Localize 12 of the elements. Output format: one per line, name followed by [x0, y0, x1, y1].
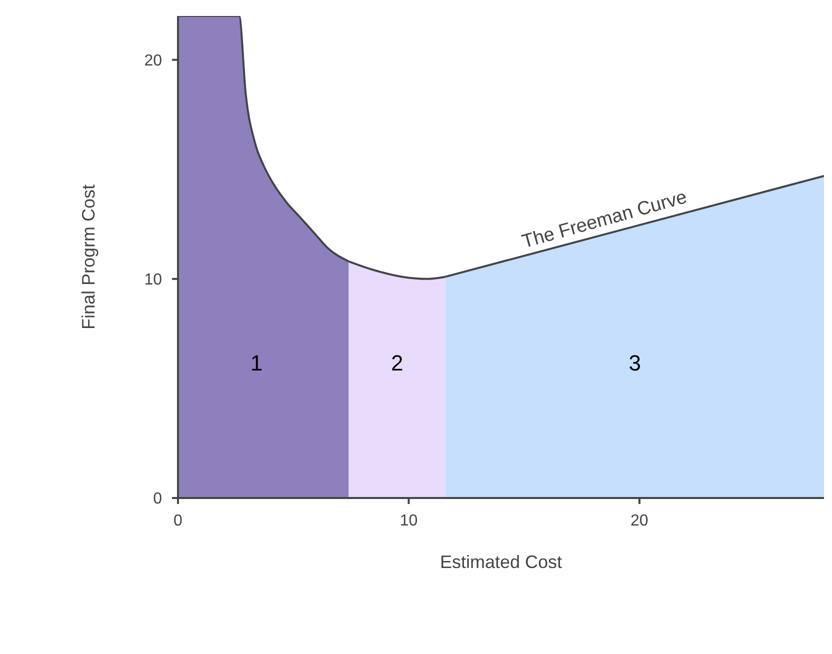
- annotation: 2: [391, 350, 404, 376]
- x-tick-label: 20: [630, 512, 648, 530]
- y-tick-label: 20: [144, 52, 162, 70]
- annotation: The Freeman Curve: [520, 186, 690, 253]
- x-tick-label: 0: [174, 512, 183, 530]
- y-axis-title: Final Progrm Cost: [78, 184, 98, 330]
- annotation: 1: [250, 350, 263, 376]
- annotation: 3: [628, 350, 641, 376]
- y-tick-label: 10: [144, 272, 162, 289]
- x-axis-title: Estimated Cost: [440, 552, 562, 572]
- x-tick-label: 10: [400, 512, 418, 530]
- y-tick-label: 0: [153, 490, 162, 508]
